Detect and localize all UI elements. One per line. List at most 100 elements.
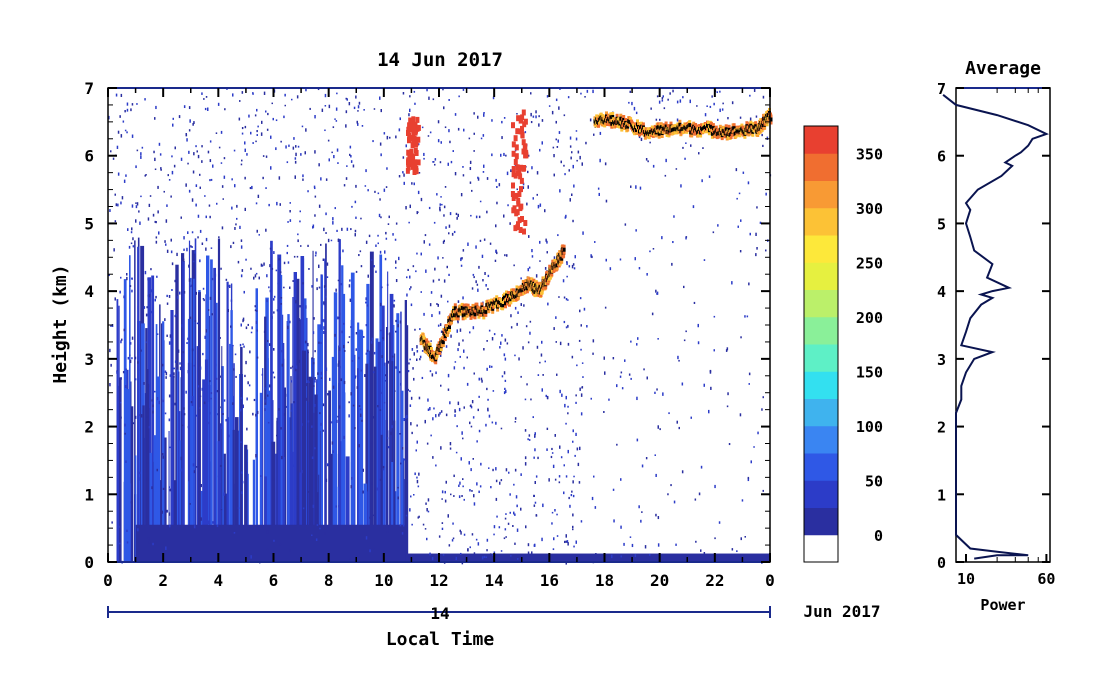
heatmap-cell — [458, 484, 460, 487]
heatmap-cell — [112, 157, 115, 160]
heatmap-cell — [561, 393, 563, 397]
heatmap-cell — [356, 386, 359, 389]
heatmap-cell — [202, 298, 205, 300]
heatmap-cell — [292, 146, 295, 150]
heatmap-cell — [309, 107, 311, 110]
heatmap-cell — [462, 296, 464, 300]
heatmap-cell — [556, 513, 558, 516]
heatmap-cell — [208, 204, 211, 207]
heatmap-cell — [311, 534, 313, 537]
heatmap-cell — [217, 238, 221, 562]
heatmap-cell — [432, 161, 434, 163]
heatmap-cell — [437, 139, 440, 143]
heatmap-cell — [488, 414, 491, 418]
heatmap-cell — [382, 323, 385, 325]
heatmap-cell — [241, 269, 244, 272]
heatmap-cell — [226, 88, 228, 90]
heatmap-cell — [572, 494, 575, 498]
heatmap-cell — [135, 165, 137, 169]
heatmap-cell — [655, 473, 657, 477]
heatmap-cell — [498, 183, 501, 187]
heatmap-cell — [201, 145, 203, 148]
heatmap-cell — [505, 389, 507, 393]
heatmap-cell — [174, 146, 176, 150]
heatmap-cell — [689, 99, 691, 104]
heatmap-cell — [485, 556, 487, 559]
heatmap-cell — [685, 236, 688, 238]
heatmap-cell — [392, 233, 394, 236]
heatmap-cell — [581, 162, 583, 166]
heatmap-cell — [137, 246, 140, 563]
heatmap-cell — [230, 310, 233, 562]
heatmap-cell — [552, 464, 555, 469]
heatmap-cell — [477, 176, 479, 179]
heatmap-cell — [139, 221, 141, 225]
heatmap-cell — [320, 177, 322, 181]
heatmap-cell — [524, 131, 527, 134]
heatmap-cell — [563, 164, 565, 167]
heatmap-cell — [754, 124, 758, 129]
heatmap-cell — [551, 110, 554, 115]
heatmap-cell — [240, 441, 242, 443]
heatmap-cell — [410, 142, 415, 149]
heatmap-cell — [683, 285, 685, 289]
heatmap-cell — [255, 202, 258, 205]
heatmap-cell — [254, 114, 257, 117]
heatmap-cell — [190, 401, 193, 404]
heatmap-cell — [563, 320, 566, 324]
y-tick-label: 2 — [84, 418, 94, 437]
heatmap-cell — [208, 520, 210, 524]
heatmap-cell — [510, 326, 513, 329]
heatmap-cell — [115, 93, 118, 97]
heatmap-cell — [253, 398, 256, 402]
heatmap-cell — [655, 513, 657, 517]
heatmap-cell — [147, 537, 150, 540]
heatmap-cell — [703, 552, 706, 555]
heatmap-cell — [638, 267, 641, 270]
heatmap-cell — [400, 462, 402, 465]
heatmap-cell — [170, 250, 173, 254]
heatmap-cell — [118, 305, 120, 562]
heatmap-cell — [555, 98, 558, 102]
heatmap-cell — [755, 253, 757, 257]
heatmap-cell — [559, 88, 561, 90]
heatmap-cell — [641, 511, 643, 513]
heatmap-cell — [359, 250, 362, 253]
heatmap-cell — [448, 544, 451, 547]
heatmap-cell — [554, 509, 556, 512]
heatmap-cell — [110, 363, 112, 367]
heatmap-cell — [459, 529, 461, 533]
heatmap-cell — [713, 315, 716, 318]
heatmap-cell — [545, 394, 547, 398]
heatmap-cell — [448, 273, 450, 277]
heatmap-cell — [619, 375, 622, 378]
heatmap-cell — [357, 105, 360, 109]
heatmap-cell — [224, 108, 226, 111]
heatmap-cell — [173, 372, 175, 376]
heatmap-cell — [291, 98, 293, 101]
heatmap-cell — [351, 360, 354, 362]
heatmap-cell — [287, 261, 290, 264]
heatmap-cell — [352, 164, 355, 168]
heatmap-cell — [164, 240, 166, 243]
heatmap-cell — [568, 265, 571, 268]
heatmap-cell — [273, 376, 276, 379]
heatmap-cell — [156, 468, 158, 472]
heatmap-cell — [631, 101, 633, 106]
heatmap-cell — [673, 215, 675, 218]
heatmap-cell — [325, 212, 327, 216]
heatmap-cell — [452, 150, 454, 153]
heatmap-cell — [154, 390, 156, 393]
heatmap-cell — [180, 456, 183, 461]
heatmap-cell — [477, 177, 480, 181]
heatmap-cell — [318, 341, 320, 344]
heatmap-cell — [244, 374, 246, 378]
heatmap-cell — [231, 178, 233, 181]
heatmap-cell — [166, 334, 168, 337]
colorbar-swatch — [804, 507, 838, 536]
heatmap-cell — [307, 342, 309, 347]
heatmap-cell — [349, 557, 351, 560]
heatmap-cell — [742, 171, 745, 174]
heatmap-cell — [154, 220, 156, 223]
heatmap-cell — [120, 340, 122, 344]
